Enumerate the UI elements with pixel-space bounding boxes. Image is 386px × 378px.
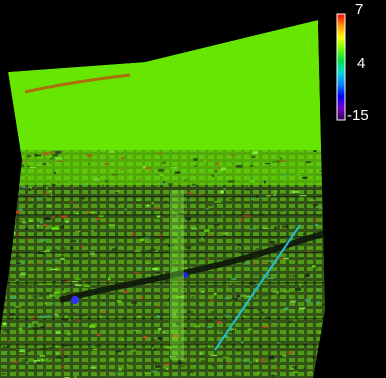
top-edge-anomaly [24, 73, 131, 94]
anomaly-spot [182, 272, 188, 278]
swath-image [0, 20, 325, 378]
colorbar-min-label: -15 [347, 107, 369, 124]
fault-band [59, 229, 325, 303]
urban-texture [0, 150, 325, 378]
anomaly-spot [71, 296, 79, 304]
vertical-stripe [170, 190, 184, 360]
colorbar-max-label: 7 [355, 1, 364, 18]
colorbar-mid-label: 4 [357, 55, 366, 72]
colorbar [336, 13, 346, 121]
linear-feature [214, 224, 301, 351]
